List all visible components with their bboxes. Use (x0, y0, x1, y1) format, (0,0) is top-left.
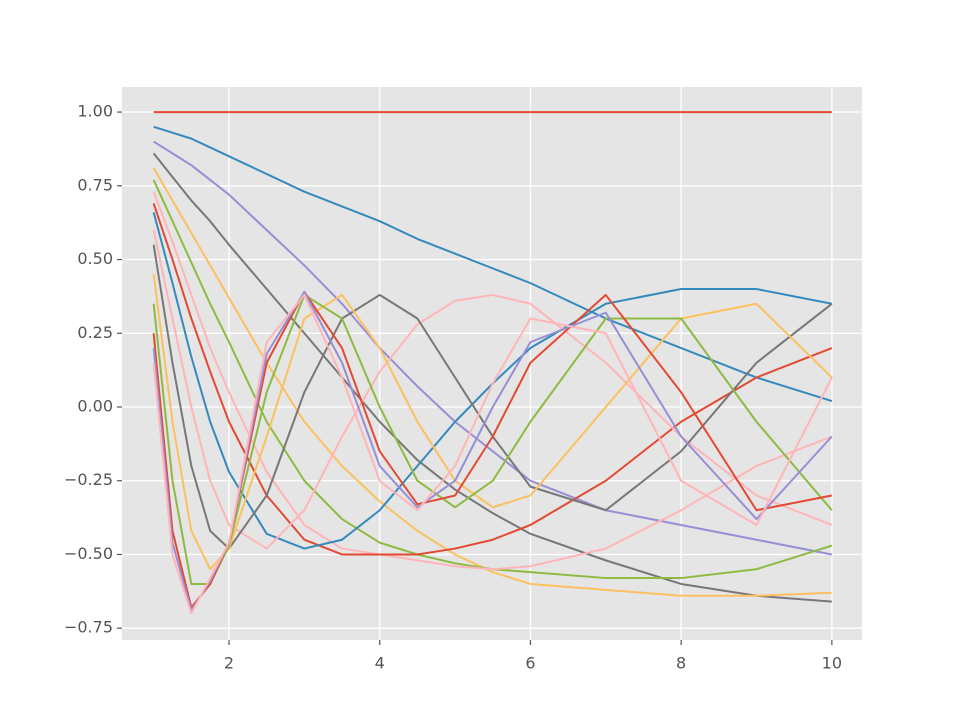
series-line (152, 203, 833, 556)
series-line (152, 152, 832, 603)
y-tick-label: 0.75 (77, 175, 113, 194)
series-line (152, 229, 833, 550)
series-line (152, 274, 833, 571)
series-line (152, 179, 833, 580)
x-tick-label: 2 (224, 654, 234, 673)
y-tick-label: 0.25 (77, 323, 113, 342)
x-tick-label: 6 (525, 654, 535, 673)
series-line (152, 167, 832, 597)
series-line (152, 293, 833, 615)
y-tick-label: −0.75 (64, 618, 113, 637)
series-line (152, 293, 833, 585)
y-tick-label: −0.50 (64, 544, 113, 563)
y-tick-label: 0.50 (77, 249, 113, 268)
series-line (152, 244, 833, 550)
x-tick-label: 4 (375, 654, 385, 673)
y-tick-label: 0.00 (77, 397, 113, 416)
series-line (152, 212, 833, 550)
y-tick-label: 1.00 (77, 102, 113, 121)
plot-area (122, 87, 862, 640)
x-tick-label: 8 (676, 654, 686, 673)
x-tick-label: 10 (822, 654, 842, 673)
y-tick-label: −0.25 (64, 470, 113, 489)
